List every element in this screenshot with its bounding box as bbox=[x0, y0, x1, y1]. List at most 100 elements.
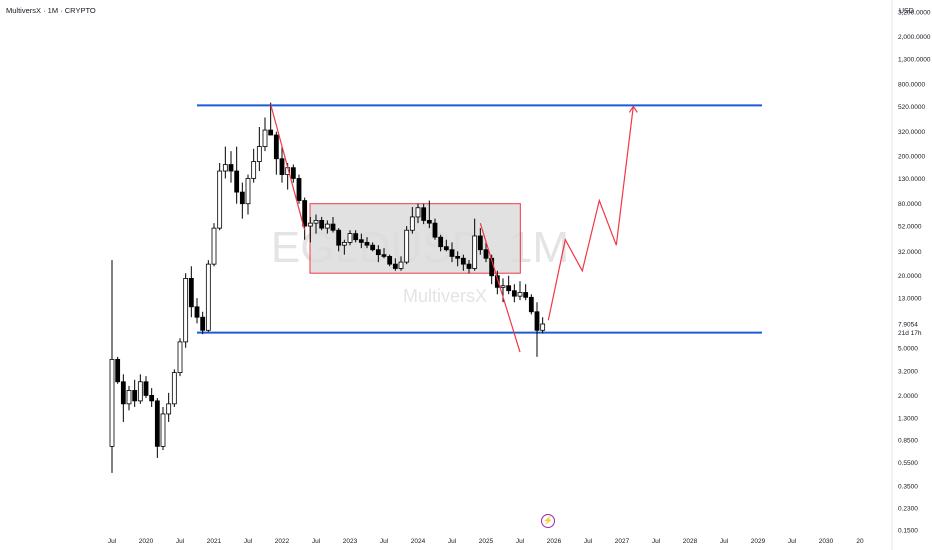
candle-body bbox=[183, 278, 189, 343]
candle-body bbox=[483, 249, 489, 259]
candle-body bbox=[228, 164, 234, 172]
price-tick-label: 1,300.0000 bbox=[898, 56, 931, 63]
projection-line-2 bbox=[479, 223, 521, 353]
price-tick-label: 5.0000 bbox=[898, 345, 918, 352]
projection-line-3 bbox=[547, 106, 634, 321]
time-tick-label: Jul bbox=[244, 538, 253, 545]
candle-body bbox=[307, 222, 313, 227]
candle-body bbox=[154, 400, 160, 447]
time-tick-label: Jul bbox=[380, 538, 389, 545]
time-tick-label: 2028 bbox=[683, 538, 698, 545]
time-tick-label: 2020 bbox=[139, 538, 154, 545]
candle-body bbox=[353, 233, 359, 241]
candle-body bbox=[109, 358, 115, 447]
candle-body bbox=[132, 390, 138, 402]
candle-body bbox=[426, 220, 432, 224]
time-tick-label: 2026 bbox=[547, 538, 562, 545]
candle-body bbox=[222, 164, 228, 172]
candle-body bbox=[217, 170, 223, 229]
price-tick-label: 130.0000 bbox=[898, 176, 925, 183]
candle-body bbox=[409, 216, 415, 231]
price-tick-label: 0.8500 bbox=[898, 437, 918, 444]
time-tick-label: Jul bbox=[652, 538, 661, 545]
candle-body bbox=[358, 239, 364, 243]
time-tick-label: 2030 bbox=[819, 538, 834, 545]
time-tick-label: 2025 bbox=[479, 538, 494, 545]
candle-body bbox=[188, 278, 194, 308]
candle-body bbox=[171, 372, 177, 405]
candle-body bbox=[330, 223, 336, 231]
price-tick-label: 0.5500 bbox=[898, 460, 918, 467]
time-tick-label: 2023 bbox=[343, 538, 358, 545]
candle-body bbox=[324, 223, 330, 229]
candle-body bbox=[449, 249, 455, 257]
candle-body bbox=[200, 316, 206, 331]
candle-body bbox=[517, 292, 523, 297]
candle-body bbox=[120, 381, 126, 405]
time-axis[interactable]: Jul 2020 Jul 2021 Jul 2022 Jul 2023 Jul 2024 Jul 20… bbox=[108, 538, 864, 545]
candle-body bbox=[341, 241, 347, 246]
candles bbox=[109, 102, 546, 473]
candle-body bbox=[511, 290, 517, 297]
horizontal-levels bbox=[197, 104, 762, 334]
price-tick-label: 2,000.0000 bbox=[898, 34, 931, 41]
price-tick-label: 52.0000 bbox=[898, 224, 922, 231]
candle-body bbox=[364, 241, 370, 246]
price-tick-label: 0.3500 bbox=[898, 483, 918, 490]
candle-body bbox=[370, 244, 376, 251]
time-tick-label: Jul bbox=[788, 538, 797, 545]
candle-body bbox=[290, 167, 296, 179]
candle-body bbox=[194, 306, 200, 318]
candle-body bbox=[319, 220, 325, 229]
price-tick-label: 1.3000 bbox=[898, 415, 918, 422]
time-tick-label: Jul bbox=[312, 538, 321, 545]
time-tick-label: 2029 bbox=[751, 538, 766, 545]
time-tick-label: Jul bbox=[720, 538, 729, 545]
candle-body bbox=[375, 249, 381, 256]
currency-label[interactable]: USD bbox=[899, 8, 914, 15]
candle-body bbox=[438, 236, 444, 248]
time-tick-label: 2022 bbox=[275, 538, 290, 545]
candle-body bbox=[477, 235, 483, 251]
projection-lines bbox=[270, 104, 638, 353]
candle-body bbox=[460, 257, 466, 265]
projection-arrowhead bbox=[628, 105, 638, 113]
price-tick-label: 200.0000 bbox=[898, 154, 925, 161]
lightning-icon[interactable]: ⚡ bbox=[541, 514, 555, 528]
candle-body bbox=[143, 381, 149, 396]
time-tick-label: 20 bbox=[856, 538, 864, 545]
projection-line-1 bbox=[270, 104, 306, 231]
candle-body bbox=[336, 229, 342, 246]
time-tick-label: Jul bbox=[516, 538, 525, 545]
time-tick-label: 2024 bbox=[411, 538, 426, 545]
candle-body bbox=[268, 129, 274, 136]
candle-body bbox=[443, 246, 449, 251]
candle-body bbox=[211, 227, 217, 265]
price-axis[interactable]: 3,200.0000 2,000.0000 1,300.0000 800.0000 52… bbox=[891, 0, 931, 550]
candle-body bbox=[262, 129, 268, 148]
price-tick-label: 2.0000 bbox=[898, 393, 918, 400]
candle-body bbox=[302, 200, 308, 227]
time-tick-label: Jul bbox=[108, 538, 117, 545]
price-tick-label: 3,200.0000 bbox=[898, 10, 931, 17]
candle-body bbox=[387, 256, 393, 265]
candle-body bbox=[256, 146, 262, 162]
candle-body bbox=[137, 381, 143, 402]
candle-body bbox=[251, 161, 257, 179]
candle-body bbox=[523, 292, 529, 298]
candle-body bbox=[421, 207, 427, 221]
time-tick-label: 2021 bbox=[207, 538, 222, 545]
candle-body bbox=[466, 263, 472, 269]
price-tick-label: 0.1500 bbox=[898, 528, 918, 535]
candle-body bbox=[534, 311, 540, 331]
price-tick-label: 7.9054 bbox=[898, 321, 918, 328]
candle-body bbox=[528, 296, 534, 313]
candle-body bbox=[234, 170, 240, 193]
candle-body bbox=[279, 158, 285, 176]
candle-body bbox=[381, 254, 387, 257]
price-tick-label: 0.2300 bbox=[898, 505, 918, 512]
candle-body bbox=[506, 285, 512, 292]
candle-body bbox=[245, 178, 251, 205]
